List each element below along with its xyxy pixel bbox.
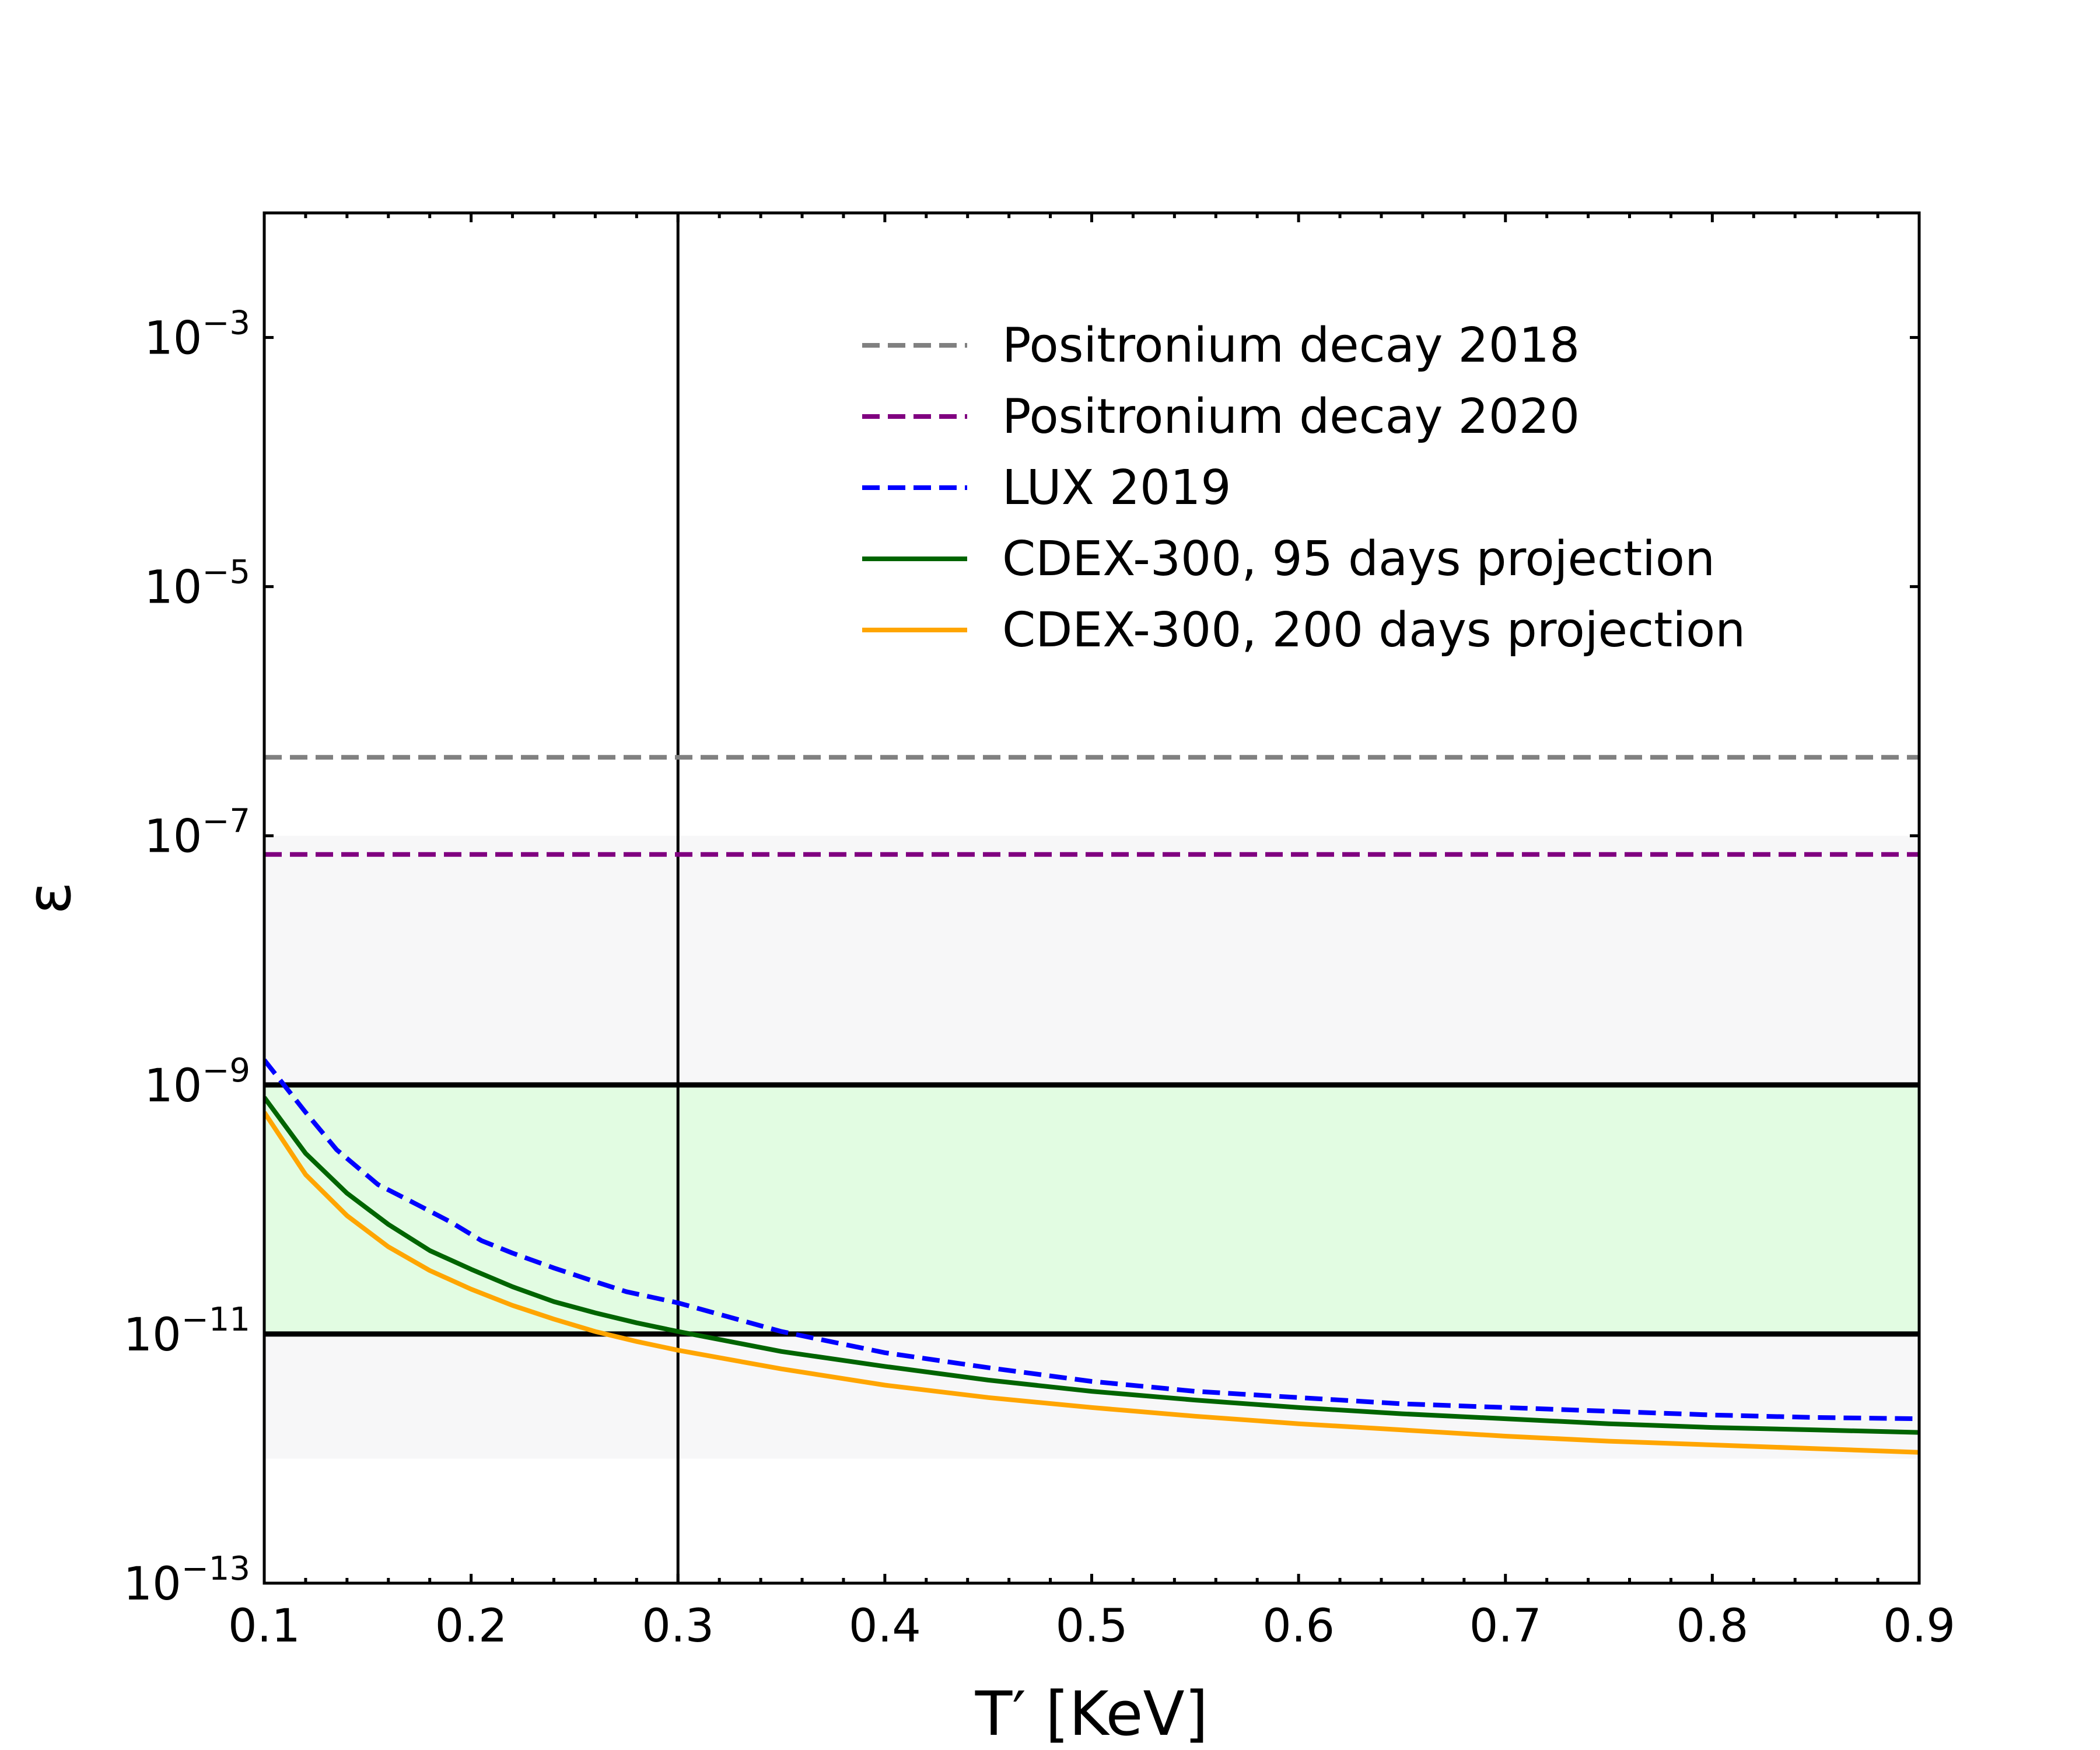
x-tick-label: 0.8 (1676, 1600, 1748, 1653)
y-tick-base: 10 (124, 1558, 181, 1611)
y-tick-exponent: −7 (202, 803, 250, 841)
x-tick-label: 0.7 (1469, 1600, 1542, 1653)
y-tick-exponent: −9 (202, 1052, 250, 1090)
y-tick-base: 10 (144, 1060, 202, 1112)
x-tick-labels: 0.1 0.2 0.3 0.4 0.5 0.6 0.7 0.8 0.9 (228, 1600, 1955, 1653)
y-axis-label: ε (13, 881, 85, 914)
legend: Positronium decay 2018 Positronium decay … (862, 318, 1745, 658)
y-tick-label: 10−5 (144, 554, 250, 614)
legend-label: LUX 2019 (1002, 460, 1231, 516)
x-tick-label: 0.4 (849, 1600, 921, 1653)
y-tick-label: 10−7 (144, 803, 250, 863)
y-tick-exponent: −3 (202, 304, 250, 342)
y-tick-base: 10 (144, 313, 202, 365)
x-tick-label: 0.3 (642, 1600, 714, 1653)
y-tick-label: 10−9 (144, 1052, 250, 1112)
shaded-bands (264, 835, 1919, 1459)
legend-label: Positronium decay 2020 (1002, 389, 1580, 444)
data-series (264, 755, 1919, 1455)
legend-label: CDEX-300, 95 days projection (1002, 531, 1715, 587)
y-tick-label: 10−13 (124, 1550, 250, 1611)
x-tick-label: 0.6 (1262, 1600, 1335, 1653)
x-tick-label: 0.1 (228, 1600, 300, 1653)
x-axis-label: T′ [KeV] (975, 1678, 1209, 1749)
y-tick-exponent: −11 (181, 1301, 250, 1339)
green-band (264, 1084, 1919, 1334)
y-tick-base: 10 (124, 1309, 181, 1362)
y-tick-exponent: −5 (202, 554, 250, 592)
series-line-cdex-300-200-days-projection (264, 1111, 1919, 1455)
y-tick-base: 10 (144, 562, 202, 614)
series-line-lux-2019 (264, 1058, 1919, 1422)
reference-lines (264, 213, 1919, 1583)
x-tick-label: 0.5 (1055, 1600, 1128, 1653)
legend-label: CDEX-300, 200 days projection (1002, 603, 1745, 658)
y-tick-label: 10−11 (124, 1301, 250, 1362)
y-tick-label: 10−3 (144, 304, 250, 365)
axis-ticks (262, 213, 1921, 1585)
x-tick-label: 0.2 (435, 1600, 508, 1653)
legend-label: Positronium decay 2018 (1002, 318, 1580, 373)
x-tick-label: 0.9 (1883, 1600, 1955, 1653)
y-tick-exponent: −13 (181, 1550, 250, 1588)
series-line-cdex-300-95-days-projection (264, 1096, 1919, 1435)
y-tick-base: 10 (144, 811, 202, 863)
